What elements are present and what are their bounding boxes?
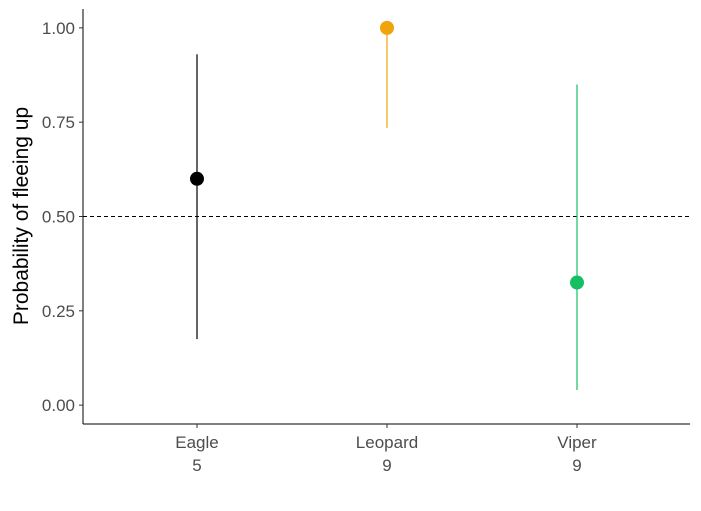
y-tick-label: 0.75 xyxy=(42,113,75,132)
point-leopard xyxy=(380,20,394,35)
x-tick-count: 5 xyxy=(192,456,201,475)
y-tick-label: 0.00 xyxy=(42,396,75,415)
y-tick-label: 1.00 xyxy=(42,19,75,38)
point-eagle xyxy=(190,171,204,186)
y-tick-label: 0.25 xyxy=(42,302,75,321)
y-tick-label: 0.50 xyxy=(42,208,75,227)
x-tick-count: 9 xyxy=(572,456,581,475)
point-viper xyxy=(570,275,584,290)
x-tick-count: 9 xyxy=(382,456,391,475)
y-axis-title: Probability of fleeing up xyxy=(10,107,33,325)
plot-area: 0.00 0.25 0.50 0.75 1.00 Eagle 5 Leopard 9 Viper 9 xyxy=(42,9,690,475)
x-tick-label: Leopard xyxy=(356,433,418,452)
x-tick-label: Eagle xyxy=(175,433,218,452)
x-tick-label: Viper xyxy=(557,433,597,452)
